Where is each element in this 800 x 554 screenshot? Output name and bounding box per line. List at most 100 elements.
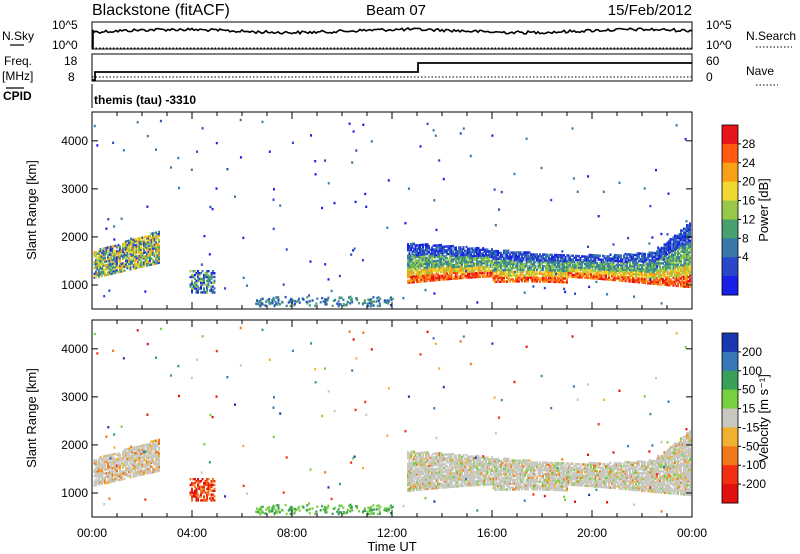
echo-cell <box>426 247 429 250</box>
echo-cell <box>435 485 438 488</box>
echo-cell <box>683 256 685 259</box>
echo-cell <box>95 276 97 279</box>
echo-cell <box>435 473 438 476</box>
echo-cell <box>143 463 145 466</box>
echo-cell <box>416 456 418 459</box>
echo-cell <box>600 277 603 281</box>
echo-cell <box>435 454 438 457</box>
echo-cell <box>450 252 453 255</box>
echo-cell <box>506 257 508 260</box>
echo-cell <box>132 246 135 249</box>
echo-cell <box>150 457 153 461</box>
echo-cell <box>158 248 160 251</box>
echo-cell <box>158 238 160 241</box>
echo-cell <box>675 244 678 247</box>
echo-cell <box>135 257 138 260</box>
echo-cell <box>119 457 121 460</box>
echo-cell <box>113 271 115 275</box>
echo-cell <box>488 269 490 272</box>
echo-cell <box>574 292 576 295</box>
echo-cell <box>125 248 127 251</box>
echo-cell <box>425 243 427 246</box>
echo-cell <box>105 460 108 463</box>
echo-cell <box>557 261 559 264</box>
echo-cell <box>206 287 208 290</box>
echo-cell <box>650 274 652 277</box>
echo-cell <box>609 263 612 266</box>
echo-cell <box>605 278 607 281</box>
echo-cell <box>105 246 108 250</box>
echo-cell <box>459 263 462 266</box>
echo-cell <box>207 275 210 279</box>
echo-cell <box>470 247 472 250</box>
echo-cell <box>191 291 193 294</box>
echo-cell <box>462 259 465 262</box>
echo-cell <box>153 447 156 450</box>
echo-cell <box>546 278 549 281</box>
echo-cell <box>197 487 199 491</box>
echo-cell <box>462 261 465 264</box>
echo-cell <box>408 481 411 485</box>
echo-cell <box>482 273 484 276</box>
echo-cell <box>422 276 424 279</box>
echo-cell <box>414 483 417 486</box>
echo-cell <box>438 455 441 459</box>
echo-cell <box>636 269 639 272</box>
echo-cell <box>449 455 451 458</box>
echo-cell <box>654 265 657 268</box>
echo-cell <box>609 272 612 276</box>
echo-cell <box>666 266 669 269</box>
echo-cell <box>125 246 127 249</box>
echo-cell <box>425 451 427 454</box>
echo-cell <box>620 279 622 282</box>
echo-cell <box>549 265 552 268</box>
echo-cell <box>678 269 681 272</box>
echo-cell <box>417 463 420 466</box>
echo-cell <box>545 276 547 279</box>
echo-cell <box>425 453 427 456</box>
echo-cell <box>158 438 160 442</box>
echo-cell <box>624 260 627 263</box>
echo-cell <box>422 245 424 248</box>
echo-cell <box>672 259 675 262</box>
echo-cell <box>495 253 498 257</box>
echo-cell <box>99 253 102 257</box>
echo-cell <box>200 285 202 288</box>
echo-cell <box>149 450 151 453</box>
echo-cell <box>668 241 670 245</box>
echo-cell <box>114 470 117 473</box>
echo-cell <box>408 273 411 277</box>
echo-cell <box>122 242 124 246</box>
echo-cell <box>129 474 132 477</box>
echo-cell <box>122 464 124 467</box>
echo-cell <box>561 250 564 253</box>
echo-cell <box>557 263 559 266</box>
echo-cell <box>581 272 583 275</box>
echo-cell <box>597 277 600 280</box>
echo-cell <box>114 458 117 461</box>
echo-cell <box>488 256 490 259</box>
echo-cell <box>510 257 513 260</box>
echo-cell <box>680 235 682 238</box>
echo-cell <box>192 483 195 487</box>
echo-cell <box>468 251 471 254</box>
echo-cell <box>621 258 624 261</box>
echo-cell <box>96 468 99 471</box>
echo-cell <box>548 278 550 281</box>
echo-cell <box>425 256 427 260</box>
echo-cell <box>306 302 309 305</box>
echo-cell <box>509 272 511 275</box>
colorbar-tick-label: 12 <box>742 212 756 226</box>
echo-cell <box>519 260 522 264</box>
echo-cell <box>108 265 111 268</box>
echo-cell <box>107 458 109 461</box>
echo-cell <box>479 264 481 267</box>
echo-cell <box>585 265 588 268</box>
echo-cell <box>132 265 135 268</box>
echo-cell <box>545 261 547 264</box>
echo-cell <box>413 489 415 492</box>
echo-cell <box>648 282 651 285</box>
echo-cell <box>150 454 153 457</box>
echo-cell <box>618 269 621 273</box>
echo-cell <box>153 247 156 250</box>
